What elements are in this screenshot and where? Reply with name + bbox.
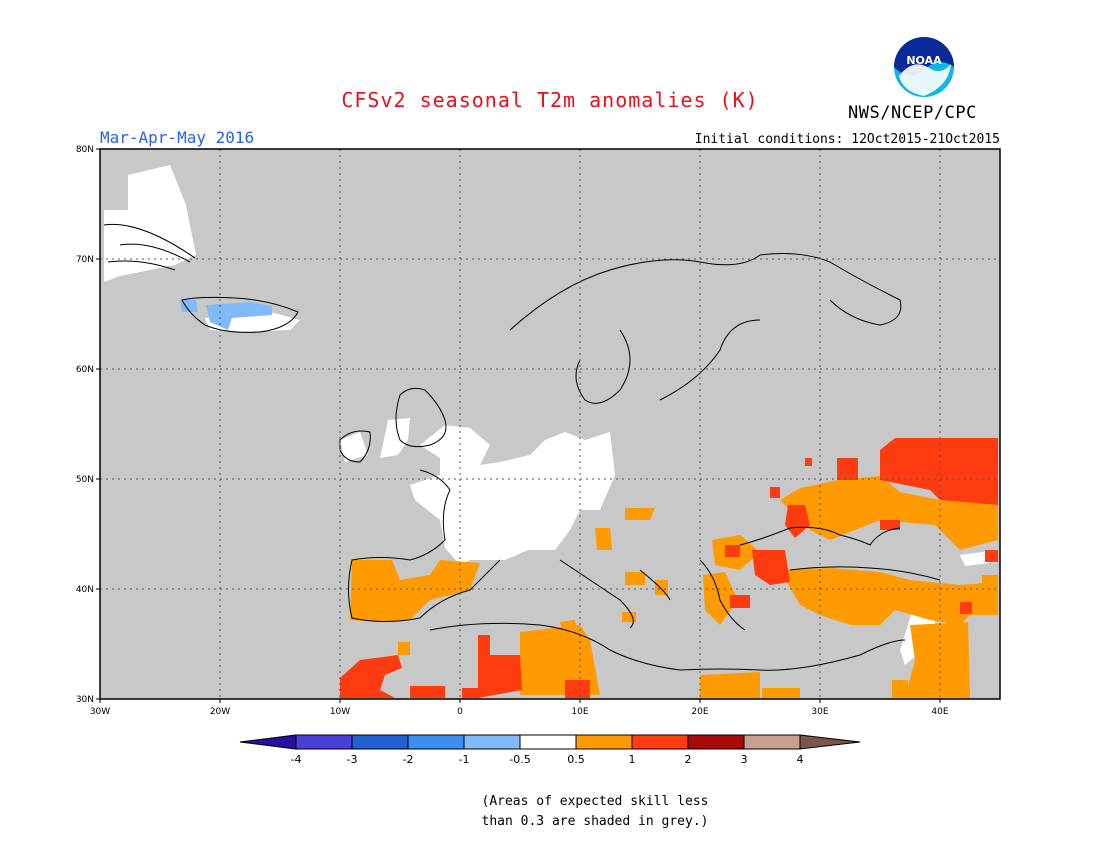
colorbar-label: -3 xyxy=(347,753,358,766)
lon-label-10w: 10W xyxy=(330,707,350,717)
footnote-line-2: than 0.3 are shaded in grey.) xyxy=(481,814,709,829)
graticule xyxy=(100,149,1000,699)
colorbar-segment xyxy=(463,734,521,750)
map-panel: 80N 70N 60N 50N 40N 30N 30W 20W 10W 0 10… xyxy=(76,145,1001,717)
colorbar-label: 2 xyxy=(685,753,692,766)
colorbar-label: 1 xyxy=(629,753,636,766)
colorbar-segment xyxy=(575,734,633,750)
lon-label-30e: 30E xyxy=(811,707,828,717)
lon-label-0: 0 xyxy=(457,707,463,717)
colorbar-segment xyxy=(351,734,409,750)
lon-label-30w: 30W xyxy=(90,707,110,717)
lon-label-20e: 20E xyxy=(691,707,708,717)
colorbar-segment xyxy=(295,734,353,750)
noaa-logo-text: NOAA xyxy=(906,54,942,67)
colorbar-segment xyxy=(687,734,745,750)
lat-label-80n: 80N xyxy=(76,145,94,155)
lon-label-10e: 10E xyxy=(571,707,588,717)
skill-footnote: (Areas of expected skill less than 0.3 a… xyxy=(0,792,1100,832)
strong-warm-anomaly-region xyxy=(340,438,998,698)
chart-title: CFSv2 seasonal T2m anomalies (K) xyxy=(341,88,759,112)
organization-label: NWS/NCEP/CPC xyxy=(848,103,977,123)
colorbar-segment xyxy=(799,734,861,750)
cool-anomaly-region xyxy=(180,300,272,330)
warm-anomaly-region xyxy=(350,476,998,698)
lat-label-30n: 30N xyxy=(76,695,94,705)
colorbar-label: -0.5 xyxy=(509,753,530,766)
colorbar-label: 0.5 xyxy=(567,753,585,766)
lat-label-70n: 70N xyxy=(76,255,94,265)
colorbar-segment xyxy=(743,734,801,750)
lat-label-50n: 50N xyxy=(76,475,94,485)
map-frame xyxy=(99,148,1001,700)
colorbar-label: -4 xyxy=(291,753,302,766)
lat-label-60n: 60N xyxy=(76,365,94,375)
period-label: Mar-Apr-May 2016 xyxy=(100,128,255,147)
colorbar-label: -2 xyxy=(403,753,414,766)
lon-label-40e: 40E xyxy=(931,707,948,717)
lon-label-20w: 20W xyxy=(210,707,230,717)
colorbar-label: 4 xyxy=(797,753,804,766)
colorbar-label: -1 xyxy=(459,753,470,766)
colorbar-segment xyxy=(407,734,465,750)
colorbar-segment xyxy=(631,734,689,750)
colorbar-segment xyxy=(519,734,577,750)
colorbar-segment xyxy=(239,734,297,750)
lat-label-40n: 40N xyxy=(76,585,94,595)
tick-marks xyxy=(96,148,941,703)
footnote-line-1: (Areas of expected skill less xyxy=(481,794,709,809)
noaa-logo-icon: NOAA xyxy=(894,37,954,97)
colorbar xyxy=(239,734,861,750)
coastlines xyxy=(103,223,941,671)
colorbar-label: 3 xyxy=(741,753,748,766)
initial-conditions-label: Initial conditions: 12Oct2015-21Oct2015 xyxy=(694,132,1000,147)
